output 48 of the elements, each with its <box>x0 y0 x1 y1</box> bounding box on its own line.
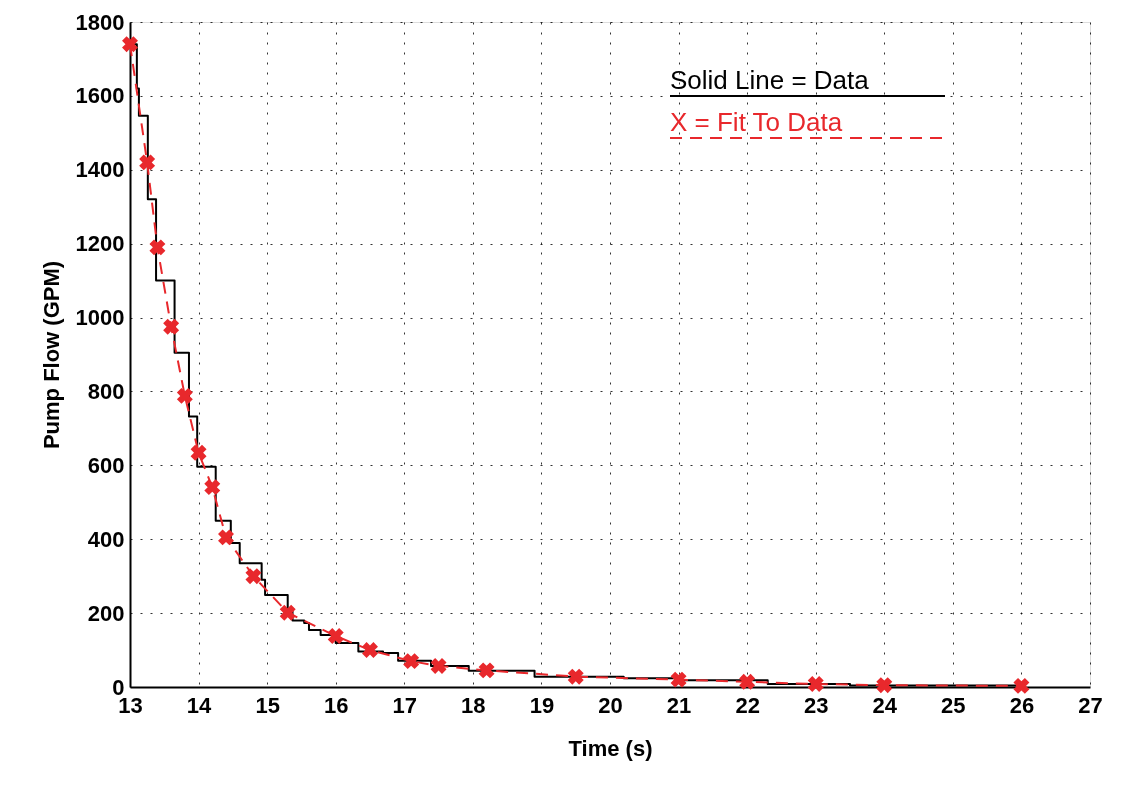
point <box>327 628 344 644</box>
point <box>149 239 166 256</box>
x-tick-label: 18 <box>461 692 486 718</box>
x-tick-label: 25 <box>941 692 966 718</box>
point <box>139 154 156 171</box>
point <box>876 677 893 694</box>
y-tick-label: 1600 <box>75 83 125 109</box>
point <box>1013 677 1030 694</box>
point <box>670 671 687 688</box>
y-tick-label: 1400 <box>75 157 125 183</box>
x-tick-label: 15 <box>255 692 280 718</box>
x-tick-label: 20 <box>598 692 623 718</box>
point <box>122 36 138 53</box>
point <box>218 529 234 546</box>
point <box>190 444 207 461</box>
point <box>403 653 420 670</box>
x-tick-label: 23 <box>803 692 829 718</box>
point <box>807 676 824 693</box>
point <box>279 604 296 621</box>
y-tick-label: 1200 <box>75 231 125 257</box>
x-axis-title: Time (s) <box>568 735 653 761</box>
x-tick-label: 21 <box>666 692 692 718</box>
y-tick-label: 400 <box>87 526 125 552</box>
point <box>739 673 756 690</box>
y-tick-label: 200 <box>87 600 125 626</box>
text: Solid Line = Data <box>670 65 870 95</box>
point <box>163 318 180 335</box>
y-axis-title: Pump Flow (GPM) <box>38 260 64 450</box>
point <box>362 642 378 659</box>
point <box>430 657 447 674</box>
y-tick-label: 1800 <box>75 9 125 35</box>
point <box>245 568 262 585</box>
point <box>567 668 584 685</box>
point <box>478 662 495 679</box>
x-tick-label: 19 <box>529 692 555 718</box>
point <box>204 479 221 496</box>
y-tick-label: 1000 <box>75 305 125 331</box>
x-tick-label: 14 <box>186 692 213 718</box>
x-tick-label: 17 <box>392 692 418 718</box>
x-tick-label: 16 <box>323 692 349 718</box>
y-tick-label: 800 <box>87 378 125 404</box>
y-tick-label: 600 <box>87 452 125 478</box>
x-tick-label: 24 <box>872 692 898 718</box>
text: X = Fit To Data <box>670 107 843 137</box>
x-tick-label: 26 <box>1009 692 1035 718</box>
point <box>176 387 193 404</box>
x-tick-label: 22 <box>735 692 760 718</box>
x-tick-label: 27 <box>1078 692 1103 718</box>
